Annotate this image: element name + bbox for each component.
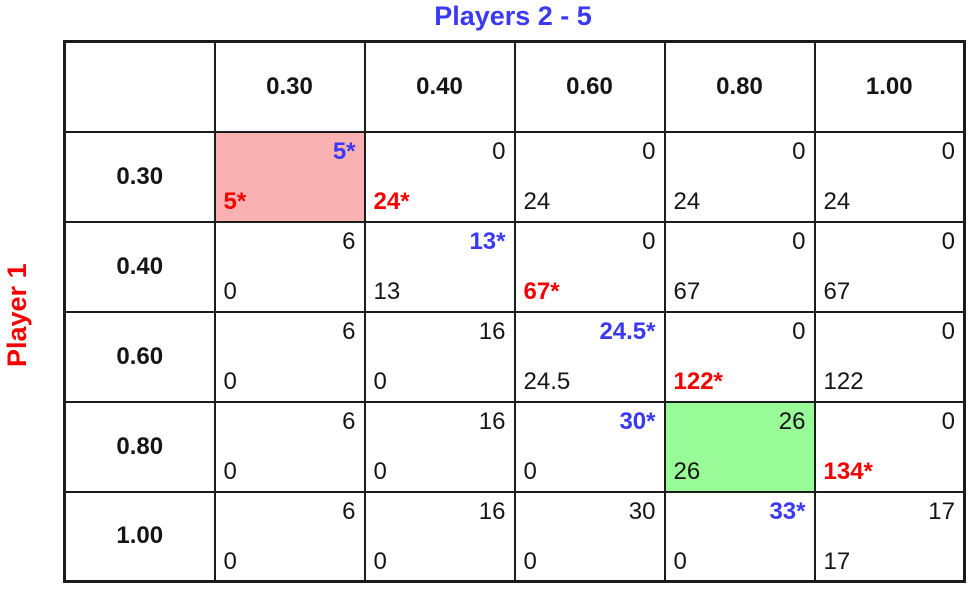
row-player-payoff-value: 24 bbox=[523, 188, 551, 216]
payoff-cell: 33* 0 bbox=[663, 490, 816, 583]
column-players-payoff-value: 0 bbox=[492, 137, 506, 165]
row-player-payoff-value: 5* bbox=[223, 188, 247, 216]
column-header: 1.00 bbox=[813, 40, 966, 133]
column-players-payoff-value: 0 bbox=[642, 137, 656, 165]
payoff-table-body: 0.30 5* 5* 0 24* 0 24 0 24 0 24 0.40 6 0 13* 13 0 67* 0 67 0… bbox=[63, 130, 966, 583]
table-row: 0.40 6 0 13* 13 0 67* 0 67 0 67 bbox=[63, 220, 966, 313]
column-players-payoff-value: 0 bbox=[941, 137, 955, 165]
payoff-cell-highlighted: 26 26 bbox=[663, 400, 816, 493]
payoff-cell: 0 122 bbox=[813, 310, 966, 403]
column-players-payoff-value: 6 bbox=[342, 317, 356, 345]
payoff-cell: 30* 0 bbox=[513, 400, 666, 493]
column-players-payoff-value: 16 bbox=[478, 497, 506, 525]
payoff-cell: 16 0 bbox=[363, 400, 516, 493]
column-players-payoff-value: 24.5* bbox=[599, 317, 656, 345]
payoff-cell: 16 0 bbox=[363, 490, 516, 583]
row-player-payoff-value: 0 bbox=[223, 278, 237, 306]
row-player-payoff-value: 24.5 bbox=[523, 368, 571, 396]
column-players-payoff-value: 6 bbox=[342, 497, 356, 525]
column-header: 0.80 bbox=[663, 40, 816, 133]
row-player-payoff-value: 134* bbox=[823, 458, 873, 486]
payoff-table: 0.30 0.40 0.60 0.80 1.00 0.30 5* 5* 0 24* 0 24 0 24 0… bbox=[63, 40, 966, 583]
payoff-cell: 0 24* bbox=[363, 130, 516, 223]
table-row: 0.80 6 0 16 0 30* 0 26 26 0 134* bbox=[63, 400, 966, 493]
payoff-cell: 24.5* 24.5 bbox=[513, 310, 666, 403]
column-header-row: 0.30 0.40 0.60 0.80 1.00 bbox=[63, 40, 966, 133]
column-players-title: Players 2 - 5 bbox=[434, 1, 592, 31]
row-player-payoff-value: 122* bbox=[673, 368, 723, 396]
payoff-cell: 0 67 bbox=[663, 220, 816, 313]
row-header: 0.60 bbox=[63, 310, 216, 403]
payoff-cell: 0 24 bbox=[813, 130, 966, 223]
payoff-cell: 0 24 bbox=[663, 130, 816, 223]
column-header: 0.40 bbox=[363, 40, 516, 133]
column-players-payoff-value: 0 bbox=[941, 317, 955, 345]
row-player-payoff-value: 13 bbox=[373, 278, 401, 306]
column-players-payoff-value: 26 bbox=[778, 407, 806, 435]
column-players-payoff-value: 0 bbox=[642, 227, 656, 255]
row-player-payoff-value: 67 bbox=[673, 278, 701, 306]
column-players-payoff-value: 16 bbox=[478, 317, 506, 345]
payoff-cell-highlighted: 5* 5* bbox=[213, 130, 366, 223]
payoff-cell: 0 67* bbox=[513, 220, 666, 313]
row-player-payoff-value: 0 bbox=[523, 458, 537, 486]
row-player-payoff-value: 0 bbox=[223, 458, 237, 486]
row-player-payoff-value: 122 bbox=[823, 368, 864, 396]
column-players-payoff-value: 0 bbox=[792, 227, 806, 255]
column-players-payoff-value: 6 bbox=[342, 407, 356, 435]
table-row: 0.60 6 0 16 0 24.5* 24.5 0 122* 0 122 bbox=[63, 310, 966, 403]
row-header: 0.30 bbox=[63, 130, 216, 223]
column-players-payoff-value: 17 bbox=[928, 497, 955, 525]
table-row: 1.00 6 0 16 0 30 0 33* 0 17 17 bbox=[63, 490, 966, 583]
row-header: 0.80 bbox=[63, 400, 216, 493]
payoff-cell: 0 122* bbox=[663, 310, 816, 403]
row-header: 0.40 bbox=[63, 220, 216, 313]
payoff-cell: 16 0 bbox=[363, 310, 516, 403]
payoff-cell: 0 134* bbox=[813, 400, 966, 493]
column-players-payoff-value: 0 bbox=[941, 407, 955, 435]
payoff-cell: 30 0 bbox=[513, 490, 666, 583]
column-players-payoff-value: 30 bbox=[628, 497, 656, 525]
corner-cell bbox=[63, 40, 216, 133]
row-player-payoff-value: 26 bbox=[673, 458, 701, 486]
column-players-payoff-value: 0 bbox=[792, 137, 806, 165]
row-header: 1.00 bbox=[63, 490, 216, 583]
row-player-payoff-value: 24 bbox=[673, 188, 701, 216]
row-player-payoff-value: 0 bbox=[373, 368, 387, 396]
column-players-payoff-value: 33* bbox=[769, 497, 806, 525]
column-header: 0.30 bbox=[213, 40, 366, 133]
payoff-cell: 13* 13 bbox=[363, 220, 516, 313]
row-player-payoff-value: 17 bbox=[823, 547, 851, 575]
row-player-payoff-value: 67 bbox=[823, 278, 851, 306]
row-player-payoff-value: 24* bbox=[373, 188, 410, 216]
column-players-payoff-value: 5* bbox=[332, 137, 356, 165]
row-player-payoff-value: 0 bbox=[223, 547, 237, 575]
column-players-payoff-value: 13* bbox=[469, 227, 506, 255]
table-row: 0.30 5* 5* 0 24* 0 24 0 24 0 24 bbox=[63, 130, 966, 223]
row-player-payoff-value: 67* bbox=[523, 278, 560, 306]
row-player-payoff-value: 0 bbox=[223, 368, 237, 396]
column-players-payoff-value: 0 bbox=[941, 227, 955, 255]
row-player-payoff-value: 0 bbox=[373, 547, 387, 575]
payoff-cell: 0 24 bbox=[513, 130, 666, 223]
column-header: 0.60 bbox=[513, 40, 666, 133]
row-player-payoff-value: 0 bbox=[673, 547, 687, 575]
payoff-cell: 0 67 bbox=[813, 220, 966, 313]
payoff-cell: 17 17 bbox=[813, 490, 966, 583]
row-player-label: Player 1 bbox=[2, 263, 32, 367]
column-players-payoff-value: 16 bbox=[478, 407, 506, 435]
column-players-payoff-value: 6 bbox=[342, 227, 356, 255]
row-player-payoff-value: 24 bbox=[823, 188, 851, 216]
column-players-payoff-value: 30* bbox=[619, 407, 656, 435]
row-player-payoff-value: 0 bbox=[523, 547, 537, 575]
column-players-payoff-value: 0 bbox=[792, 317, 806, 345]
row-player-payoff-value: 0 bbox=[373, 458, 387, 486]
